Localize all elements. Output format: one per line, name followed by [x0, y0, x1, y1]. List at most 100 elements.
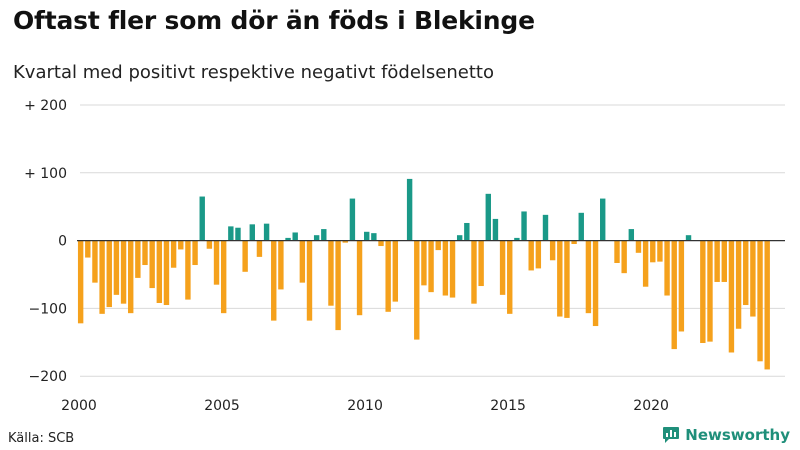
- bar: [321, 229, 327, 241]
- bar: [678, 240, 685, 332]
- brand-name: Newsworthy: [685, 426, 790, 444]
- bar: [650, 240, 656, 263]
- bar: [507, 240, 513, 314]
- x-tick-label: 2000: [61, 398, 97, 414]
- chart-subtitle: Kvartal med positivt respektive negativt…: [13, 62, 494, 83]
- bar: [292, 232, 298, 241]
- bar: [671, 240, 677, 350]
- bar: [435, 240, 441, 251]
- bar: [406, 178, 413, 241]
- bar: [213, 240, 220, 285]
- bar: [135, 240, 141, 278]
- bar: [356, 240, 363, 316]
- y-tick-label: 0: [58, 234, 67, 250]
- bar: [743, 240, 749, 306]
- bar: [106, 240, 112, 308]
- bar: [549, 240, 556, 261]
- bar: [328, 240, 334, 306]
- bar: [464, 222, 470, 241]
- bar: [685, 235, 692, 241]
- bar: [471, 240, 477, 304]
- bar: [113, 240, 120, 295]
- bar: [621, 240, 627, 274]
- bar: [635, 240, 642, 253]
- bar: [178, 240, 184, 250]
- bar: [92, 240, 98, 283]
- bar: [592, 240, 599, 327]
- bar: [299, 240, 306, 283]
- bar: [249, 224, 255, 241]
- y-tick-label: −100: [29, 301, 67, 317]
- x-tick-label: 2020: [633, 398, 669, 414]
- bar: [578, 212, 584, 241]
- bar: [392, 240, 399, 302]
- x-tick-label: 2015: [490, 398, 526, 414]
- bars: [77, 178, 770, 370]
- bar: [428, 240, 434, 293]
- bar: [571, 240, 577, 244]
- bar: [664, 240, 670, 296]
- bar: [442, 240, 449, 296]
- bar: [192, 240, 198, 266]
- bar: [220, 240, 227, 314]
- bar: [764, 240, 770, 370]
- bar: [521, 211, 527, 241]
- bar: [242, 240, 248, 272]
- bar: [514, 237, 520, 241]
- y-tick-label: + 100: [24, 166, 67, 182]
- bar: [342, 240, 348, 243]
- bar: [199, 196, 205, 241]
- bar: [628, 229, 635, 241]
- bar: [557, 240, 563, 317]
- bar: [335, 240, 341, 331]
- chart-title: Oftast fler som dör än föds i Blekinge: [13, 6, 535, 35]
- bar: [378, 240, 384, 247]
- bar: [585, 240, 592, 314]
- bar: [85, 240, 91, 258]
- bar: [163, 240, 170, 306]
- bar: [485, 193, 491, 241]
- bar: [235, 227, 241, 241]
- bar: [263, 223, 270, 241]
- bar: [714, 240, 720, 282]
- bar: [657, 240, 663, 262]
- bar: [228, 226, 234, 241]
- bar: [642, 240, 649, 287]
- bar: [449, 240, 456, 298]
- bar: [728, 240, 735, 353]
- bar: [170, 240, 177, 268]
- bar: [156, 240, 163, 303]
- bar: [735, 240, 742, 329]
- bar: [600, 198, 606, 241]
- bar: [271, 240, 277, 321]
- gridlines: [80, 104, 785, 377]
- bar: [721, 240, 727, 282]
- bar: [206, 240, 213, 249]
- newsworthy-logo-icon: [663, 427, 680, 443]
- source-note: Källa: SCB: [8, 431, 75, 446]
- bar: [421, 240, 427, 286]
- bar: [77, 240, 84, 324]
- bar: [278, 240, 284, 290]
- bar: [120, 240, 127, 304]
- y-tick-label: + 200: [24, 98, 67, 114]
- bar: [614, 240, 620, 263]
- bar: [349, 198, 356, 241]
- x-tick-label: 2010: [347, 398, 383, 414]
- bar: [185, 240, 191, 300]
- brand-logo: Newsworthy: [662, 426, 790, 444]
- bar: [757, 240, 763, 362]
- bar: [142, 240, 148, 266]
- bar: [256, 240, 263, 257]
- bar: [528, 240, 534, 271]
- bar: [371, 233, 377, 241]
- y-tick-label: −200: [29, 369, 67, 385]
- bar: [478, 240, 484, 287]
- bar: [306, 240, 313, 321]
- bar: [492, 218, 499, 241]
- bar: [149, 240, 155, 289]
- bar: [707, 240, 713, 342]
- bar: [128, 240, 134, 314]
- bar: [414, 240, 420, 340]
